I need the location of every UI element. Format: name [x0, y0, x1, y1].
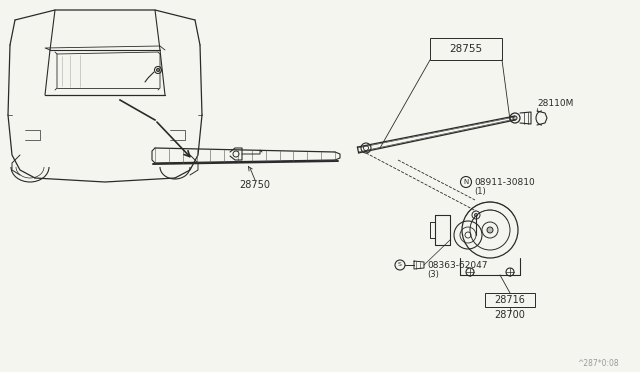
Circle shape: [513, 116, 517, 120]
Circle shape: [157, 68, 159, 71]
Text: 28700: 28700: [495, 310, 525, 320]
Text: N: N: [463, 179, 468, 185]
Text: (3): (3): [427, 269, 439, 279]
Text: 28750: 28750: [239, 180, 271, 190]
Bar: [485, 293, 535, 307]
Text: 28110M: 28110M: [537, 99, 573, 108]
Text: 08911-30810: 08911-30810: [474, 177, 535, 186]
Text: 08363-62047: 08363-62047: [427, 260, 488, 269]
Bar: [430, 38, 502, 60]
Text: ^287*0:08: ^287*0:08: [577, 359, 619, 369]
Text: S: S: [398, 263, 402, 267]
Text: 28755: 28755: [449, 44, 483, 54]
Circle shape: [487, 227, 493, 233]
Circle shape: [474, 214, 477, 217]
Text: 28716: 28716: [495, 295, 525, 305]
Text: (1): (1): [474, 186, 486, 196]
